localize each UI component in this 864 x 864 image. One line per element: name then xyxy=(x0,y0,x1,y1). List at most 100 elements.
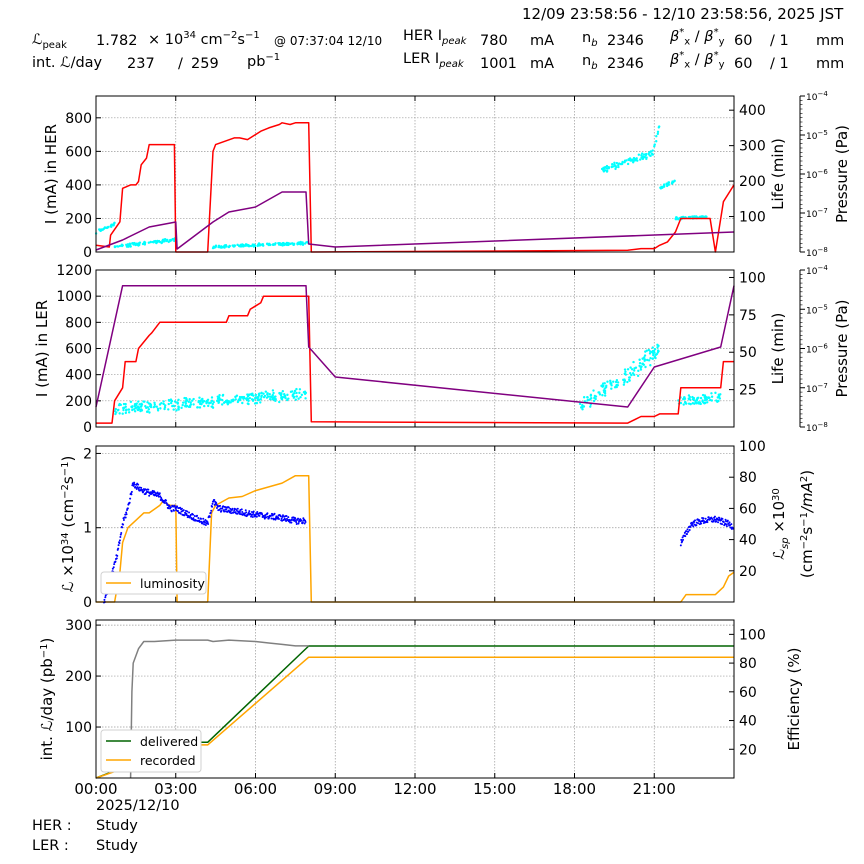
life-point xyxy=(695,399,699,402)
y-axis-label: I (mA) in HER xyxy=(42,124,60,224)
lsp-point xyxy=(245,511,248,514)
life-point xyxy=(630,373,633,377)
lsp-point xyxy=(211,505,214,508)
life-point xyxy=(129,245,132,248)
life-point xyxy=(656,132,659,136)
life-point xyxy=(234,398,237,401)
life-point xyxy=(683,401,687,404)
life-point xyxy=(717,399,720,403)
life-point xyxy=(268,395,272,398)
life-point xyxy=(633,158,636,161)
life-point xyxy=(148,411,151,414)
x-tick-label: 09:00 xyxy=(314,780,357,798)
life-point xyxy=(628,379,631,382)
lsp-point xyxy=(148,494,151,497)
lsp-point xyxy=(135,487,138,490)
life-point xyxy=(644,152,648,156)
life-point xyxy=(607,166,611,169)
y-axis-label: int. ℒ/day (pb−1) xyxy=(38,638,56,761)
life-point xyxy=(672,180,675,184)
life-point xyxy=(299,395,302,399)
pressure-tick-label: 10−4 xyxy=(806,264,828,277)
lsp-point xyxy=(126,507,129,510)
life-point xyxy=(244,397,248,400)
lsp-point xyxy=(243,512,246,515)
lsp-point xyxy=(730,523,733,526)
life-point xyxy=(112,223,115,226)
life-point xyxy=(631,158,634,161)
lsp-point xyxy=(693,520,696,523)
life-point xyxy=(625,159,628,162)
life-point xyxy=(223,400,227,404)
lsp-point xyxy=(141,488,144,491)
life-point xyxy=(196,406,199,409)
y-tick-label: 200 xyxy=(65,394,92,410)
lsp-point xyxy=(192,517,195,520)
y-tick-label: 200 xyxy=(65,669,92,685)
y-axis-label: I (mA) in LER xyxy=(33,300,51,397)
lsp-point xyxy=(121,526,124,529)
life-point xyxy=(601,382,605,385)
life-point xyxy=(645,349,649,352)
life-point xyxy=(200,402,203,406)
life-point xyxy=(184,400,188,403)
life-point xyxy=(271,389,275,392)
life-point xyxy=(220,403,224,406)
int-lumi-unit: pb−1 xyxy=(247,52,281,70)
life-point xyxy=(132,408,136,411)
lsp-point xyxy=(230,512,233,515)
life-point xyxy=(147,408,151,411)
lsp-point xyxy=(265,516,268,519)
life-point xyxy=(152,241,155,244)
life-point xyxy=(181,401,185,404)
life-point xyxy=(218,398,221,401)
lsp-point xyxy=(172,509,175,512)
life-point xyxy=(643,155,647,159)
lsp-point xyxy=(303,522,306,525)
life-point xyxy=(283,394,286,397)
life-point xyxy=(160,241,164,244)
life-point xyxy=(640,154,643,157)
lsp-point xyxy=(223,510,226,513)
life-point xyxy=(295,387,298,391)
x-tick-label: 21:00 xyxy=(633,780,676,798)
life-point xyxy=(707,396,710,400)
life-point xyxy=(693,402,696,405)
life-point xyxy=(301,241,304,245)
life-point xyxy=(120,244,124,247)
life-point xyxy=(176,401,179,404)
lsp-point xyxy=(117,544,120,547)
lsp-point xyxy=(698,519,701,522)
life-point xyxy=(643,354,647,357)
life-point xyxy=(635,157,638,160)
lsp-point xyxy=(169,506,172,509)
life-point xyxy=(119,403,123,407)
life-point xyxy=(714,391,717,395)
life-point xyxy=(645,157,648,161)
life-point xyxy=(291,393,295,396)
lsp-point xyxy=(263,517,266,520)
life-point xyxy=(294,398,298,401)
life-point xyxy=(135,406,138,409)
life-point xyxy=(661,186,664,189)
y2-tick-label: 80 xyxy=(739,470,757,486)
life-point xyxy=(648,352,652,355)
life-point xyxy=(118,412,121,415)
life-point xyxy=(217,245,220,249)
lsp-point xyxy=(118,542,121,545)
lsp-point xyxy=(270,514,273,517)
life-point xyxy=(651,357,655,360)
life-point xyxy=(152,405,155,409)
lsp-point xyxy=(208,515,211,518)
lsp-point xyxy=(261,513,264,516)
y2-tick-label: 400 xyxy=(739,103,766,119)
life-point xyxy=(162,402,165,406)
lsp-point xyxy=(140,486,143,489)
lsp-point xyxy=(302,517,305,520)
y-tick-label: 800 xyxy=(65,111,92,127)
lsp-point xyxy=(225,508,228,511)
x-tick-label: 06:00 xyxy=(234,780,277,798)
lsp-point xyxy=(718,517,721,520)
life-point xyxy=(623,368,627,371)
life-point xyxy=(127,408,131,411)
